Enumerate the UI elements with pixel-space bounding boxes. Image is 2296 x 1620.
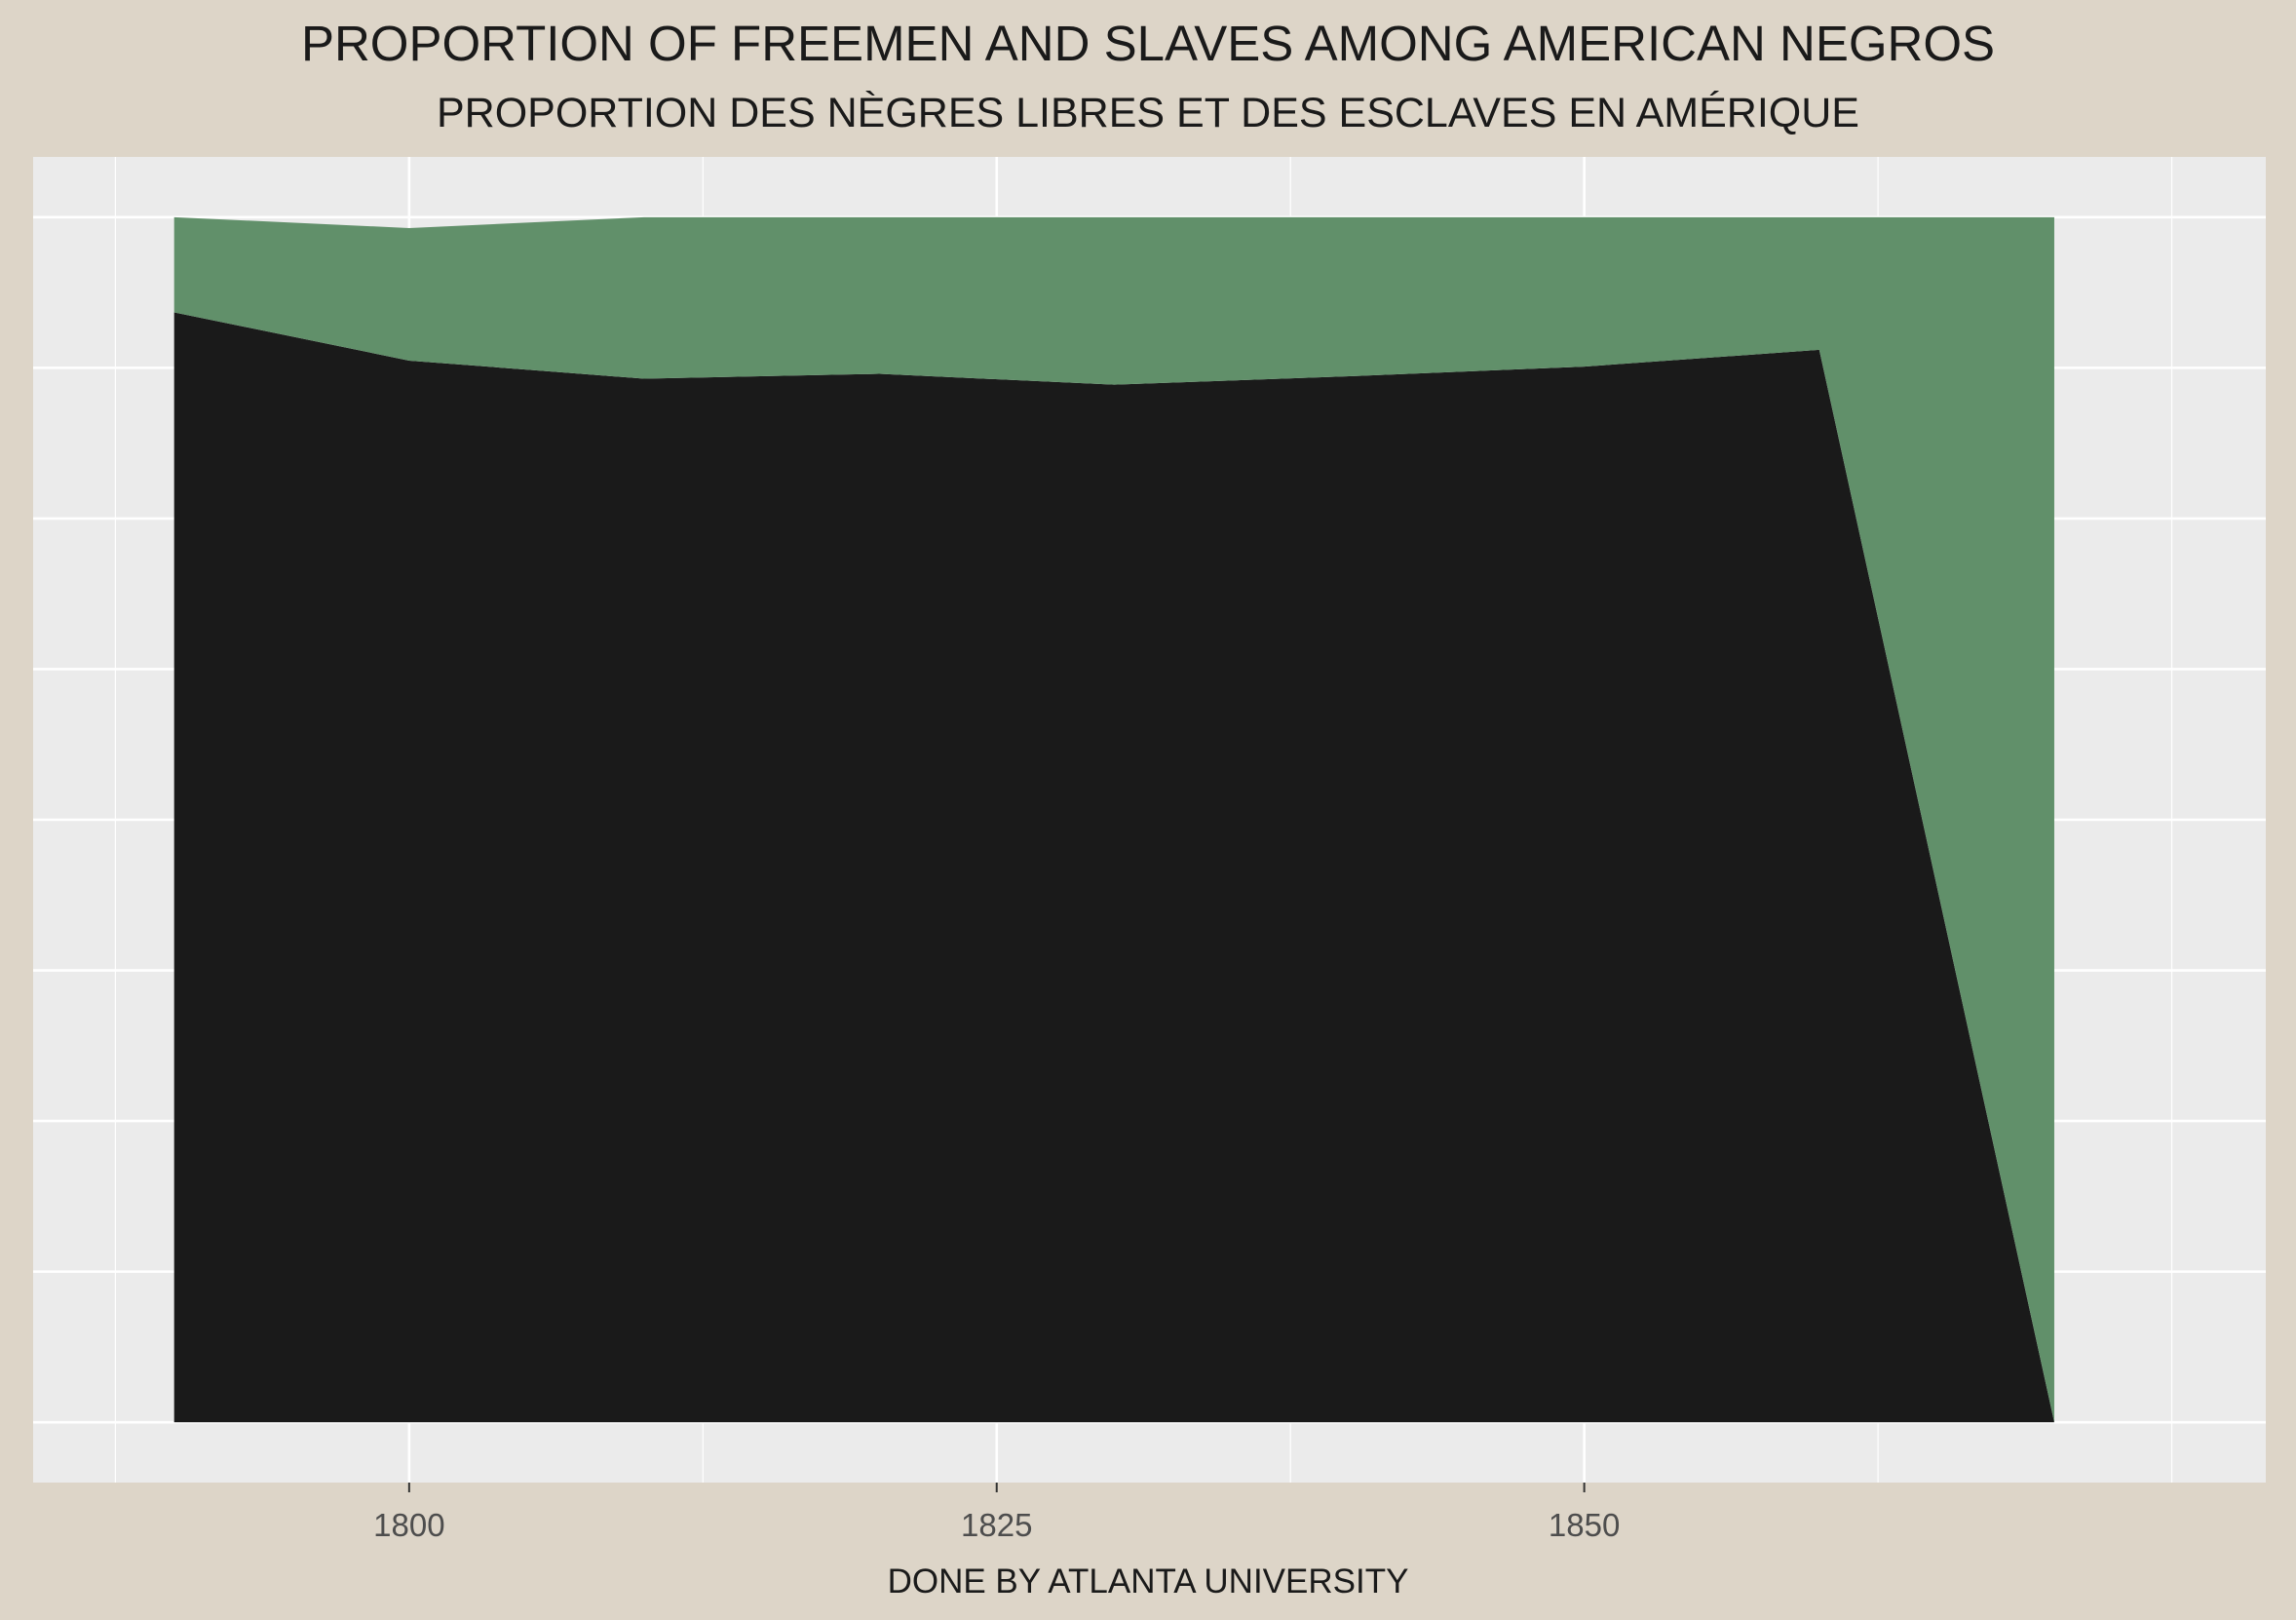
area-free (173, 216, 2054, 1423)
x-tick-label: 1850 (1549, 1507, 1620, 1543)
chart-subtitle: PROPORTION DES NÈGRES LIBRES ET DES ESCL… (437, 90, 1859, 136)
area-series (173, 216, 2054, 1423)
x-axis-label: DONE BY ATLANTA UNIVERSITY (888, 1562, 1409, 1601)
x-tick-label: 1800 (373, 1507, 444, 1543)
area-slave (173, 312, 2054, 1423)
chart-title: PROPORTION OF FREEMEN AND SLAVES AMONG A… (301, 16, 1995, 71)
x-axis-ticks: 1800 1825 1850 (373, 1483, 1620, 1543)
x-tick-label: 1825 (961, 1507, 1032, 1543)
